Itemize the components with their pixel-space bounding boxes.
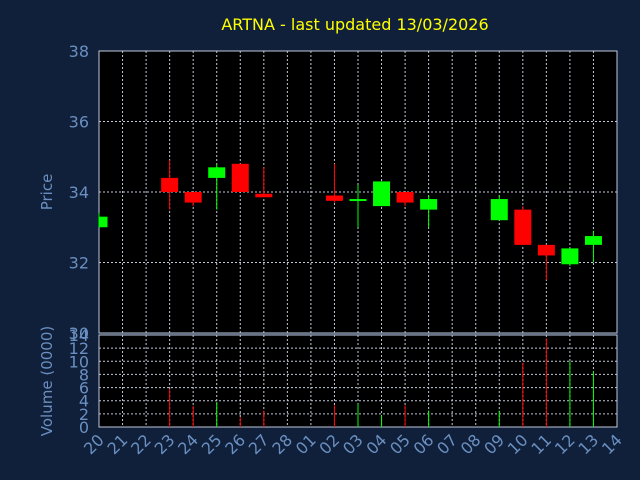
candle-09 <box>490 195 508 221</box>
volume-tick-label: 14 <box>69 326 89 345</box>
candle-body <box>420 199 438 210</box>
candle-04 <box>373 181 391 207</box>
price-tick-label: 30 <box>69 324 89 343</box>
volume-axis-label: Volume (0000) <box>38 326 56 436</box>
price-tick-label: 38 <box>69 42 89 61</box>
candle-body <box>349 199 367 202</box>
candle-body <box>325 195 343 201</box>
x-axis-label: Day <box>334 459 362 475</box>
candle-body <box>490 199 508 221</box>
candle-body <box>373 181 391 207</box>
price-tick-label: 34 <box>69 183 89 202</box>
candle-02 <box>325 163 343 203</box>
candle-10 <box>514 206 532 245</box>
volume-tick-label: 0 <box>79 418 89 437</box>
candle-13 <box>584 230 602 263</box>
candle-06 <box>420 195 438 228</box>
candle-body <box>396 192 414 203</box>
volume-tick-label: 6 <box>79 379 89 398</box>
candle-12 <box>561 248 579 267</box>
candle-body <box>99 216 108 228</box>
candle-23 <box>161 160 179 210</box>
candle-25 <box>208 163 226 210</box>
candle-24 <box>184 192 202 207</box>
candle-20 <box>98 213 108 228</box>
candle-body <box>514 209 532 245</box>
candle-body <box>208 167 226 178</box>
candle-27 <box>255 167 273 198</box>
volume-tick-label: 10 <box>69 352 89 371</box>
volume-tick-label: 8 <box>79 365 89 384</box>
candle-body <box>537 244 555 256</box>
volume-tick-label: 12 <box>69 339 89 358</box>
candle-body <box>584 236 602 245</box>
price-tick-labels: 30 32 34 36 38 <box>69 42 89 343</box>
volume-tick-label: 4 <box>79 392 89 411</box>
volume-bars <box>169 338 594 427</box>
candle-05 <box>396 192 414 207</box>
candle-26 <box>231 163 249 192</box>
x-tick-labels: 2021222324252627280102030405060708091011… <box>80 430 626 458</box>
volume-tick-label: 2 <box>79 405 89 424</box>
candle-body <box>561 248 579 265</box>
candle-03 <box>349 184 367 228</box>
candle-body <box>231 163 249 192</box>
chart-title: ARTNA - last updated 13/03/2026 <box>221 15 488 34</box>
candle-11 <box>537 244 555 281</box>
price-tick-label: 32 <box>69 254 89 273</box>
price-axis-label: Price <box>38 174 56 211</box>
candle-body <box>161 177 179 192</box>
candles <box>98 160 602 281</box>
candle-body <box>255 193 273 198</box>
candle-body <box>184 192 202 203</box>
price-tick-label: 36 <box>69 113 89 132</box>
